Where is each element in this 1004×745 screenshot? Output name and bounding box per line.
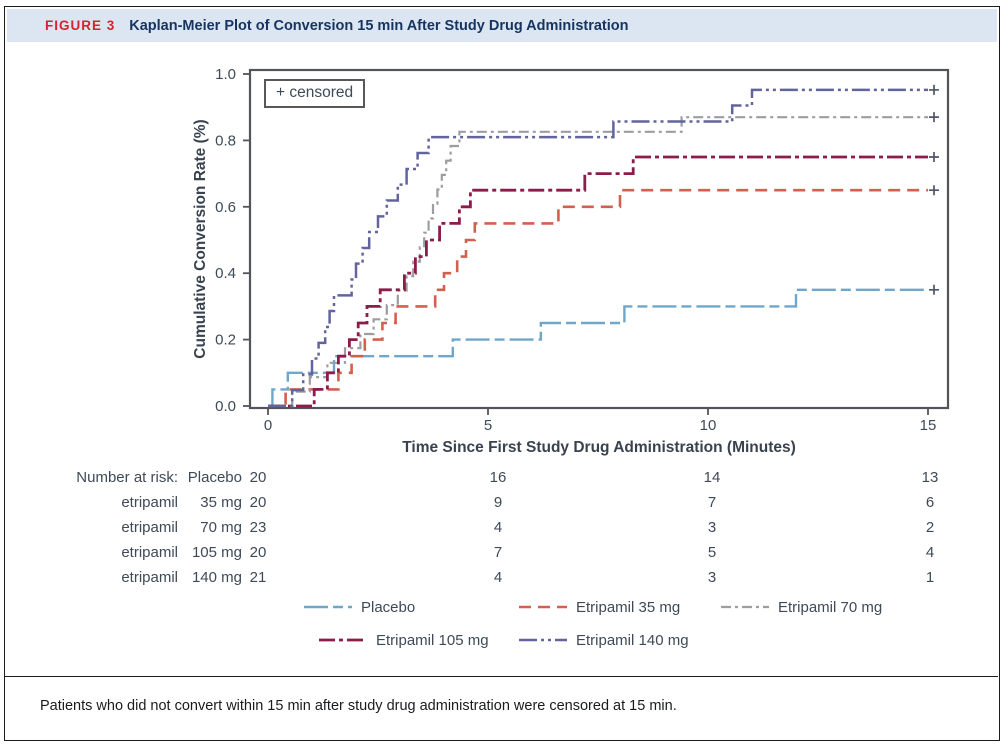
risk-count: 16 [489,469,507,486]
risk-count: 21 [249,569,267,586]
y-tick-label: 0.4 [215,265,236,282]
risk-count: 20 [249,544,267,561]
risk-count: 4 [925,544,935,561]
risk-group-prefix: etripamil [121,519,178,536]
risk-group-name: 70 mg [200,519,242,536]
risk-count: 7 [707,494,717,511]
censor-mark-etripamil-140 [929,84,939,95]
km-curve-etripamil-105 [268,155,928,408]
figure-footnote: Patients who did not convert within 15 m… [40,698,677,714]
risk-row-105mg: etripamil 105 mg 20 7 5 4 [0,544,1004,564]
plot-frame [248,68,950,410]
legend-item-placebo: Placebo [303,598,415,616]
legend-item-etripamil-70: Etripamil 70 mg [720,598,882,616]
censor-mark-placebo [929,284,939,295]
risk-count: 4 [493,519,503,536]
risk-group-prefix: etripamil [121,494,178,511]
figure-title: Kaplan-Meier Plot of Conversion 15 min A… [129,17,629,34]
axis-ticks: 0 5 10 15 0.0 0.2 0.4 0.6 0.8 1.0 [215,66,936,434]
x-tick-label: 0 [264,417,272,434]
x-tick-label: 10 [700,417,717,434]
y-tick-label: 1.0 [215,66,236,83]
km-curves [268,84,939,408]
km-curve-placebo [268,288,928,408]
risk-count: 9 [493,494,503,511]
censored-note-box: + censored [264,79,366,108]
risk-count: 3 [707,519,717,536]
censor-mark-etripamil-105 [929,152,939,162]
risk-row-35mg: etripamil 35 mg 20 9 7 6 [0,494,1004,514]
y-tick-label: 0.6 [215,199,236,216]
censored-note: + censored [276,84,354,101]
km-plot: 0 5 10 15 0.0 0.2 0.4 0.6 0.8 1.0 Time Since Firs… [192,66,950,456]
x-axis-title: Time Since First Study Drug Administrati… [402,439,796,456]
risk-count: 20 [249,469,267,486]
risk-header-label: Number at risk: [76,469,178,486]
risk-count: 3 [707,569,717,586]
legend-swatch-etripamil-105 [319,638,367,642]
risk-count: 4 [493,569,503,586]
censor-mark-etripamil-35 [929,185,939,196]
legend-label: Etripamil 35 mg [576,598,681,616]
risk-count: 23 [249,519,267,536]
risk-row-70mg: etripamil 70 mg 23 4 3 2 [0,519,1004,539]
y-axis-title: Cumulative Conversion Rate (%) [192,119,209,358]
y-tick-label: 0.2 [215,332,236,349]
x-tick-label: 5 [484,417,492,434]
risk-count: 14 [703,469,721,486]
x-tick-label: 15 [920,417,937,434]
figure-header: FIGURE 3 Kaplan-Meier Plot of Conversion… [7,9,997,42]
risk-group-prefix: etripamil [121,544,178,561]
legend-label: Etripamil 70 mg [778,598,883,616]
risk-count: 20 [249,494,267,511]
risk-group-name: 105 mg [191,544,242,561]
legend-label: Etripamil 105 mg [376,631,489,649]
legend-swatch-etripamil-70 [721,605,769,609]
risk-row-140mg: etripamil 140 mg 21 4 3 1 [0,569,1004,589]
legend-item-etripamil-105: Etripamil 105 mg [318,631,489,649]
footnote-divider [4,676,998,677]
legend-swatch-etripamil-140 [519,638,567,642]
risk-count: 1 [925,569,935,586]
legend-label: Etripamil 140 mg [576,631,689,649]
figure-label: FIGURE 3 [45,18,116,33]
risk-group-name: 35 mg [200,494,242,511]
legend-item-etripamil-140: Etripamil 140 mg [518,631,689,649]
legend-swatch-etripamil-35 [519,605,567,609]
km-curve-etripamil-70 [268,116,928,408]
risk-group-name: 140 mg [191,569,242,586]
risk-group-name: Placebo [187,469,242,486]
legend-item-etripamil-35: Etripamil 35 mg [518,598,680,616]
risk-count: 5 [707,544,717,561]
risk-count: 13 [921,469,939,486]
y-tick-label: 0.8 [215,132,236,149]
km-curve-etripamil-35 [268,188,928,408]
legend-label: Placebo [361,598,416,616]
y-tick-label: 0.0 [215,398,236,415]
risk-group-prefix: etripamil [121,569,178,586]
risk-row-placebo: Number at risk: Placebo 20 16 14 13 [0,469,1004,489]
risk-count: 7 [493,544,503,561]
legend-swatch-placebo [304,605,352,609]
km-curve-etripamil-140 [268,88,928,408]
figure-border [4,6,1000,741]
risk-count: 6 [925,494,935,511]
censor-mark-etripamil-70 [929,112,939,123]
risk-count: 2 [925,519,935,536]
